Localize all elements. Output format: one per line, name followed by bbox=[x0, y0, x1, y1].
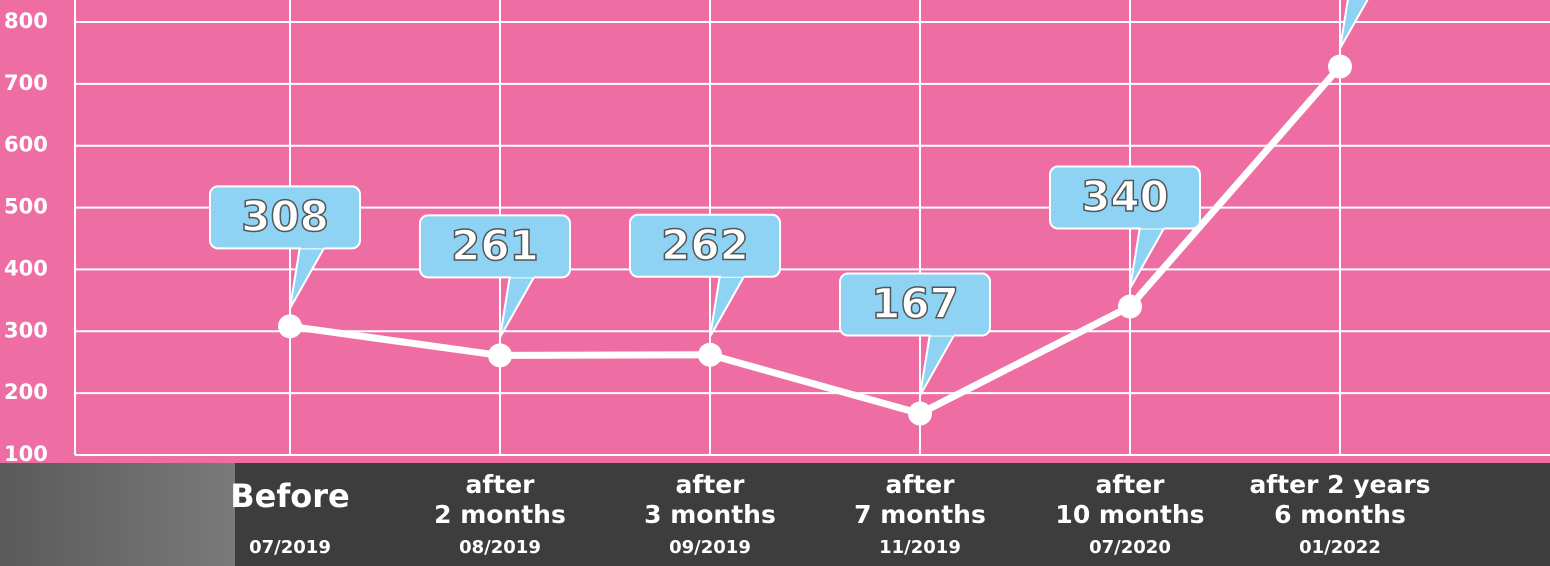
point bbox=[1118, 294, 1142, 319]
footer-side bbox=[0, 463, 235, 566]
value-label: 262 bbox=[661, 220, 749, 269]
point bbox=[908, 401, 932, 426]
point bbox=[488, 343, 512, 368]
y-tick-label: 300 bbox=[4, 318, 48, 342]
y-tick-label: 600 bbox=[4, 133, 48, 157]
callout-box bbox=[1049, 165, 1201, 230]
point bbox=[1328, 54, 1352, 79]
y-tick-label: 400 bbox=[4, 256, 48, 280]
callout-seam bbox=[721, 272, 744, 277]
y-tick-label: 100 bbox=[4, 442, 48, 466]
callout-seam bbox=[931, 331, 954, 336]
y-tick-label: 800 bbox=[4, 9, 48, 33]
x-tick-date: 07/2019 bbox=[249, 537, 331, 558]
x-tick-label: after 7 months bbox=[854, 470, 986, 529]
y-tick-label: 200 bbox=[4, 380, 48, 404]
point bbox=[278, 314, 302, 339]
y-tick-label: 700 bbox=[4, 71, 48, 95]
callout-seam bbox=[1141, 224, 1164, 229]
footer-band bbox=[0, 463, 1550, 566]
callout bbox=[709, 273, 747, 338]
value-label: 261 bbox=[451, 221, 539, 270]
callout bbox=[499, 274, 537, 338]
x-tick-date: 07/2020 bbox=[1089, 537, 1171, 558]
callout-seam bbox=[301, 244, 324, 249]
x-tick-label: after 2 years 6 months bbox=[1249, 470, 1431, 529]
x-tick-date: 11/2019 bbox=[879, 537, 961, 558]
callout bbox=[1339, 0, 1369, 50]
x-tick-label: Before bbox=[230, 477, 350, 515]
x-tick-label: after 2 months bbox=[434, 470, 566, 529]
value-label: 167 bbox=[871, 279, 959, 328]
callout-box bbox=[629, 213, 781, 278]
x-tick-date: 01/2022 bbox=[1299, 537, 1381, 558]
callout-box bbox=[419, 214, 571, 279]
x-tick-label: after 10 months bbox=[1055, 470, 1205, 529]
value-label: 308 bbox=[241, 192, 329, 241]
callout bbox=[1129, 225, 1167, 290]
callout bbox=[919, 332, 957, 397]
x-tick-date: 09/2019 bbox=[669, 537, 751, 558]
callout-seam bbox=[511, 273, 534, 278]
callout bbox=[289, 245, 327, 309]
x-tick-date: 08/2019 bbox=[459, 537, 541, 558]
point bbox=[698, 342, 722, 367]
x-tick-label: after 3 months bbox=[644, 470, 776, 529]
y-tick-label: 500 bbox=[4, 195, 48, 219]
data-line bbox=[289, 64, 1343, 418]
callout-box bbox=[209, 185, 361, 250]
callout-box bbox=[839, 272, 991, 337]
value-label: 340 bbox=[1081, 172, 1169, 221]
